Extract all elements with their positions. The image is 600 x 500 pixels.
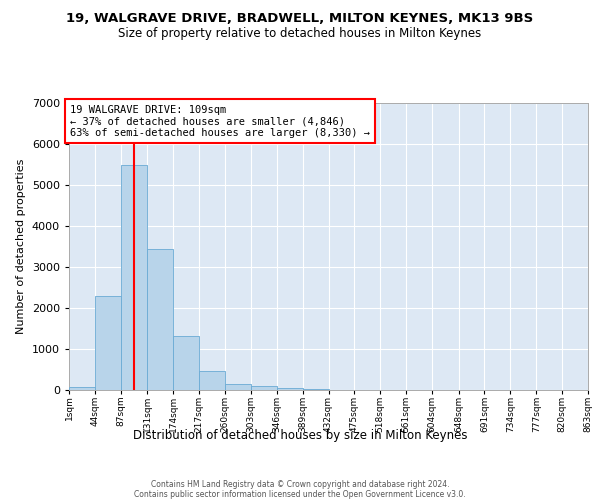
Bar [95, 296, 121, 390]
Bar [199, 371, 225, 390]
Text: Size of property relative to detached houses in Milton Keynes: Size of property relative to detached ho… [118, 28, 482, 40]
Bar [69, 386, 95, 390]
Bar [121, 165, 147, 390]
Text: Contains HM Land Registry data © Crown copyright and database right 2024.
Contai: Contains HM Land Registry data © Crown c… [134, 480, 466, 499]
Bar [302, 389, 329, 390]
Bar [251, 386, 277, 390]
Bar [277, 388, 302, 390]
Text: 19, WALGRAVE DRIVE, BRADWELL, MILTON KEYNES, MK13 9BS: 19, WALGRAVE DRIVE, BRADWELL, MILTON KEY… [67, 12, 533, 26]
Y-axis label: Number of detached properties: Number of detached properties [16, 158, 26, 334]
Text: Distribution of detached houses by size in Milton Keynes: Distribution of detached houses by size … [133, 430, 467, 442]
Bar [225, 384, 251, 390]
Text: 19 WALGRAVE DRIVE: 109sqm
← 37% of detached houses are smaller (4,846)
63% of se: 19 WALGRAVE DRIVE: 109sqm ← 37% of detac… [70, 104, 370, 138]
Bar [147, 249, 173, 390]
Bar [173, 336, 199, 390]
